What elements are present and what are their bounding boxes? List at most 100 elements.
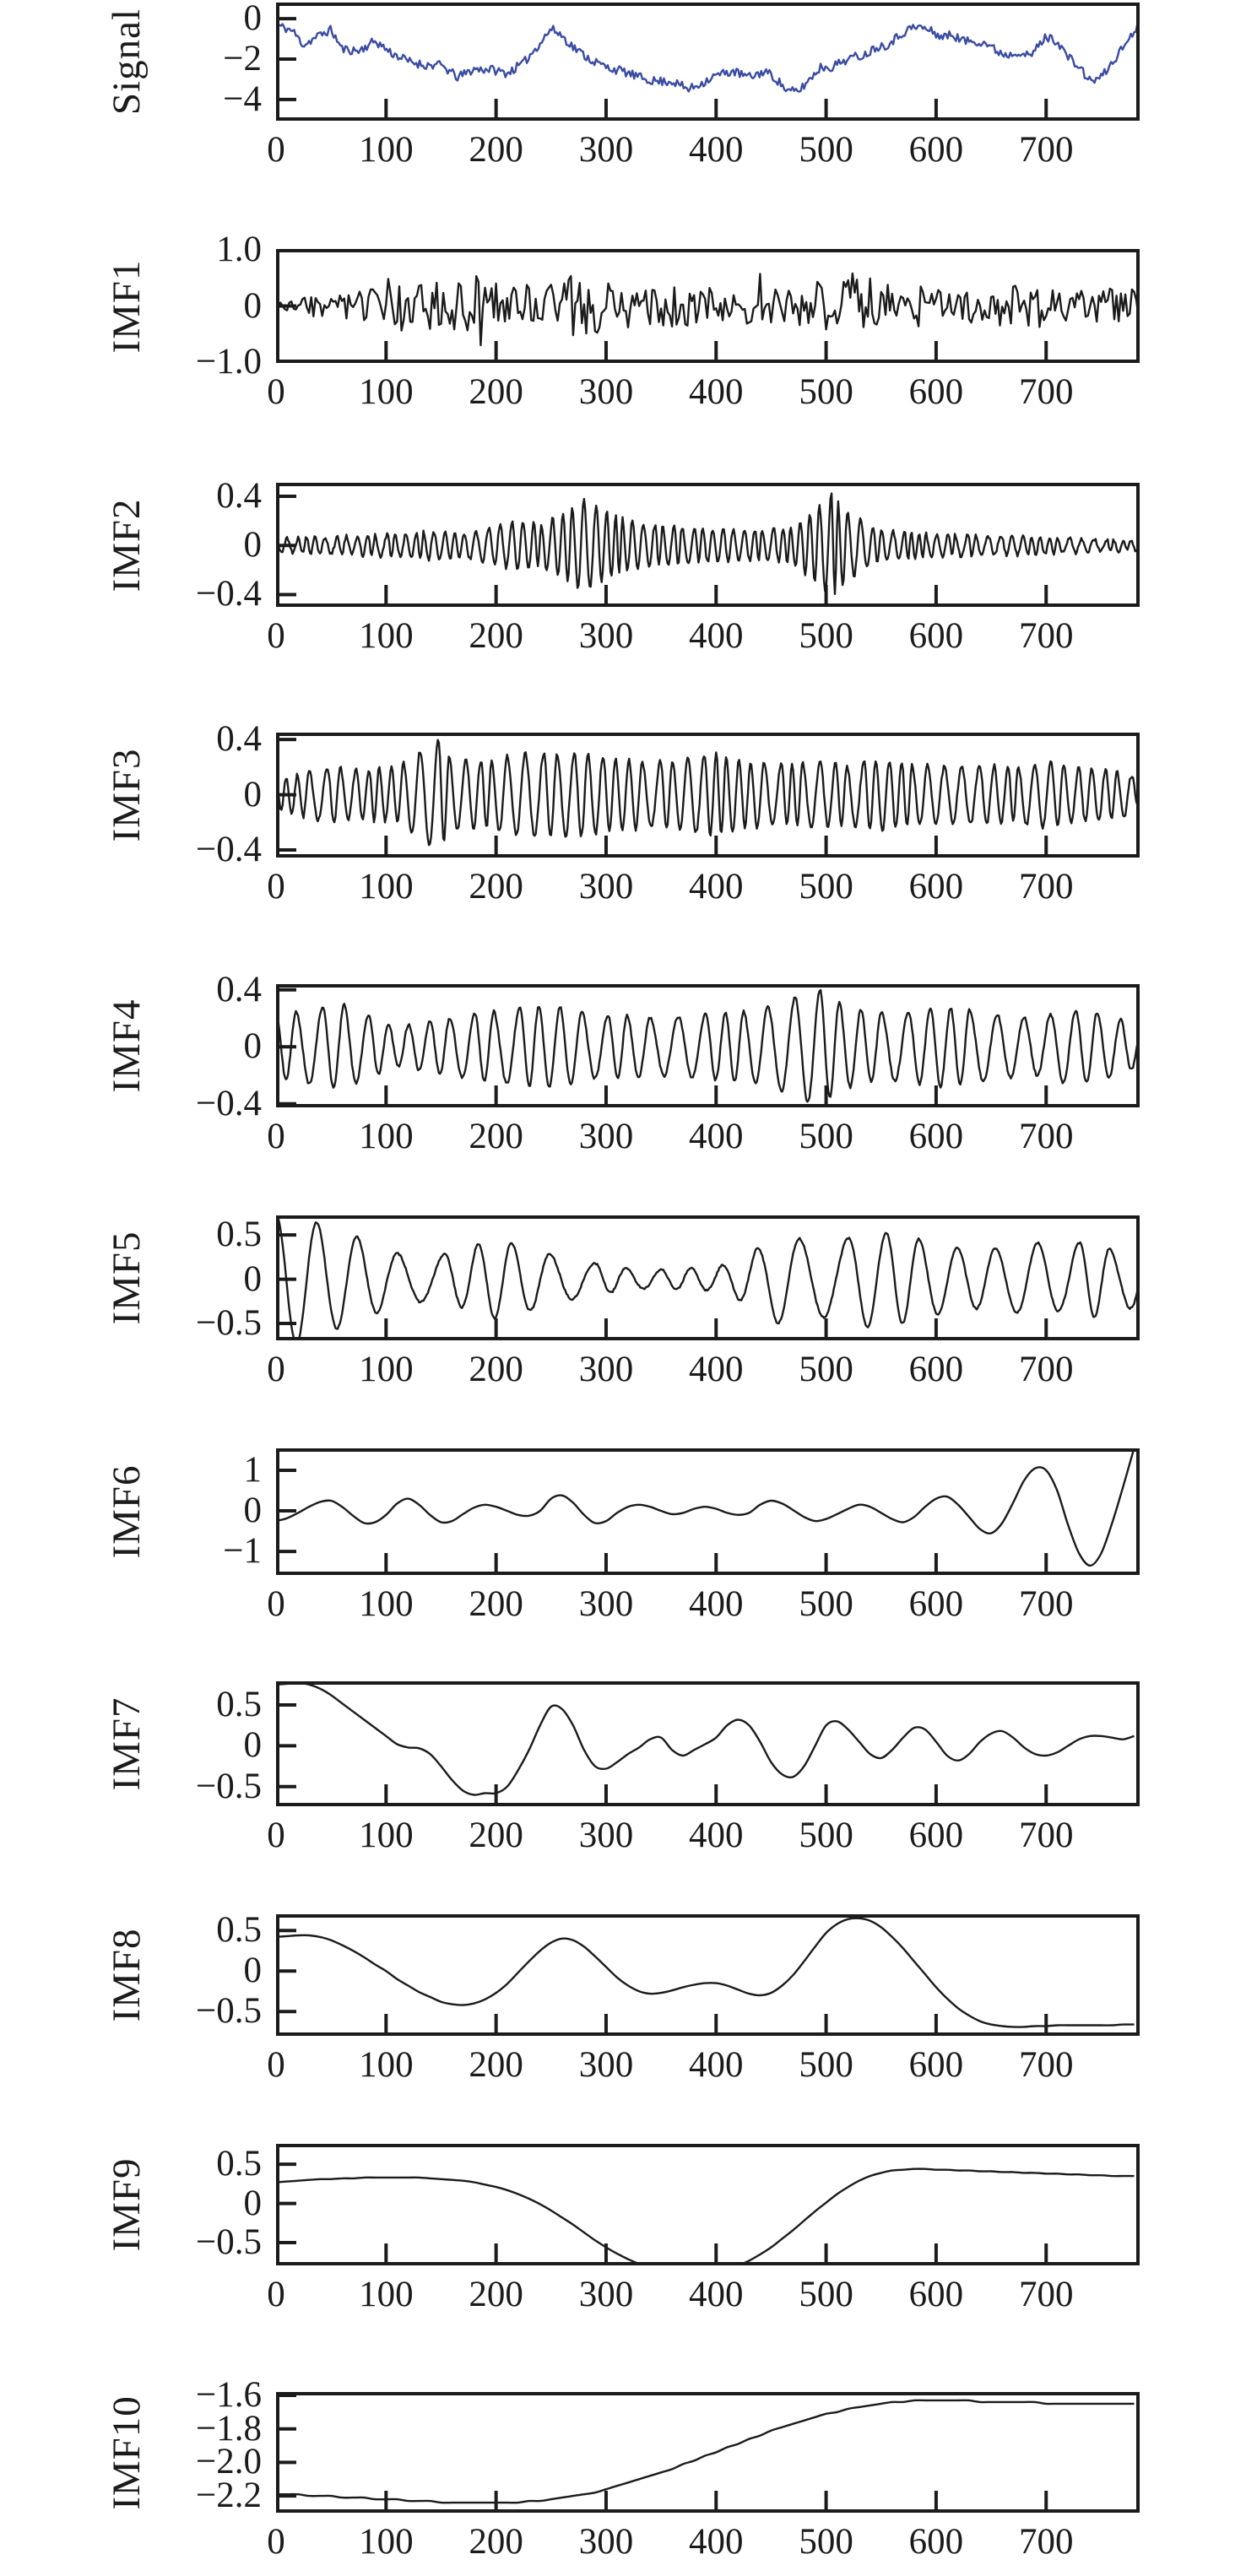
- y-tick-label: 0.5: [216, 2144, 262, 2184]
- x-tick-label: 600: [908, 372, 964, 412]
- x-tick-label: 500: [799, 1816, 853, 1855]
- x-tick-label: 0: [267, 1350, 285, 1389]
- plot-frame: [276, 2144, 1140, 2265]
- y-tick-label: −1.0: [195, 341, 262, 382]
- y-tick-label: 0: [243, 774, 263, 814]
- x-tick-label: 0: [267, 867, 285, 906]
- x-tick-label: 0: [267, 1117, 285, 1156]
- y-tick-label: −0.5: [195, 1991, 262, 2032]
- panel-imf7: [276, 1681, 1140, 1806]
- x-tick-label: 700: [1018, 616, 1074, 656]
- plot-canvas: [276, 984, 1140, 1107]
- x-tick-label: 200: [469, 1350, 523, 1389]
- x-tick-label: 400: [689, 1117, 744, 1156]
- x-tick-label: 0: [267, 2275, 285, 2314]
- x-tick-label: 400: [689, 372, 744, 412]
- x-tick-label: 300: [578, 867, 634, 906]
- x-tick-label: 600: [908, 2522, 964, 2562]
- imf7-line: [279, 1685, 1135, 1796]
- x-tick-label: 200: [469, 1816, 523, 1855]
- x-tick-label: 700: [1018, 2522, 1074, 2562]
- imf4-line: [279, 988, 1136, 1103]
- y-tick-label: −0.5: [195, 2222, 262, 2263]
- x-tick-label: 400: [689, 1584, 744, 1624]
- x-tick-label: 500: [799, 1117, 853, 1156]
- x-tick-label: 700: [1018, 867, 1074, 906]
- y-tick-label: 0: [243, 525, 263, 566]
- y-tick-label: 0: [243, 1725, 263, 1766]
- x-tick-label: 500: [799, 1584, 853, 1624]
- x-tick-label: 700: [1018, 2275, 1074, 2314]
- x-tick-label: 300: [578, 2522, 634, 2562]
- x-tick-label: 400: [689, 2045, 744, 2085]
- y-tick-label: 0.4: [216, 719, 262, 760]
- x-tick-label: 600: [908, 1117, 964, 1156]
- x-tick-label: 0: [267, 130, 285, 170]
- y-tick-label: 0.5: [216, 1685, 262, 1725]
- imf1-line: [279, 272, 1136, 347]
- y-tick-label: −0.4: [195, 1083, 262, 1123]
- plot-frame: [276, 984, 1140, 1107]
- y-tick-label: 0: [243, 0, 263, 39]
- plot-canvas: [276, 1215, 1140, 1340]
- x-tick-label: 100: [359, 130, 414, 170]
- imf10-line: [279, 2399, 1135, 2504]
- x-tick-label: 300: [578, 1584, 634, 1624]
- x-tick-label: 700: [1018, 1816, 1074, 1855]
- plot-frame: [276, 2392, 1140, 2513]
- x-tick-label: 400: [689, 1350, 744, 1389]
- plot-canvas: [276, 2144, 1140, 2265]
- plot-canvas: [276, 1681, 1140, 1806]
- imf6-line: [279, 1452, 1135, 1567]
- x-tick-label: 400: [689, 867, 744, 906]
- x-tick-label: 300: [578, 1117, 634, 1156]
- panel-imf5: [276, 1215, 1140, 1340]
- x-tick-label: 500: [799, 372, 853, 412]
- x-tick-label: 100: [359, 616, 414, 656]
- signal-line: [279, 23, 1136, 93]
- x-tick-label: 500: [799, 2522, 853, 2562]
- x-tick-label: 700: [1018, 130, 1074, 170]
- plot-canvas: [276, 1448, 1140, 1575]
- plot-frame: [276, 1681, 1140, 1806]
- y-tick-label: −2.2: [195, 2476, 262, 2516]
- y-tick-label: −1: [223, 1531, 262, 1572]
- x-tick-label: 700: [1018, 1117, 1074, 1156]
- y-tick-label: −0.4: [195, 574, 262, 614]
- x-tick-label: 100: [359, 2522, 414, 2562]
- imf2-line: [279, 492, 1136, 595]
- x-tick-label: 400: [689, 1816, 744, 1855]
- x-tick-label: 100: [359, 867, 414, 906]
- y-tick-label: 0: [243, 1951, 263, 1991]
- plot-frame: [276, 1448, 1140, 1575]
- x-tick-label: 600: [908, 1816, 964, 1855]
- x-tick-label: 300: [578, 1350, 634, 1389]
- x-tick-label: 600: [908, 616, 964, 656]
- x-tick-label: 200: [469, 1584, 523, 1624]
- x-tick-label: 100: [359, 1584, 414, 1624]
- x-tick-label: 200: [469, 867, 523, 906]
- plot-canvas: [276, 733, 1140, 858]
- x-tick-label: 700: [1018, 1584, 1074, 1624]
- x-tick-label: 300: [578, 130, 634, 170]
- x-tick-label: 500: [799, 2275, 853, 2314]
- imf8-line: [279, 1918, 1135, 2028]
- x-tick-label: 200: [469, 2275, 523, 2314]
- panel-imf4: [276, 984, 1140, 1107]
- x-tick-label: 200: [469, 2045, 523, 2085]
- panel-signal: [276, 3, 1140, 121]
- x-tick-label: 700: [1018, 372, 1074, 412]
- x-tick-label: 100: [359, 2275, 414, 2314]
- y-tick-label: −2: [223, 39, 262, 78]
- y-tick-label: 0.5: [216, 1215, 262, 1255]
- x-tick-label: 300: [578, 616, 634, 656]
- x-tick-label: 0: [267, 1584, 285, 1624]
- x-tick-label: 100: [359, 372, 414, 412]
- x-tick-label: 600: [908, 2045, 964, 2085]
- x-tick-label: 0: [267, 616, 285, 656]
- x-tick-label: 500: [799, 130, 853, 170]
- imf9-line: [279, 2167, 1135, 2262]
- x-tick-label: 300: [578, 372, 634, 412]
- plot-frame: [276, 483, 1140, 607]
